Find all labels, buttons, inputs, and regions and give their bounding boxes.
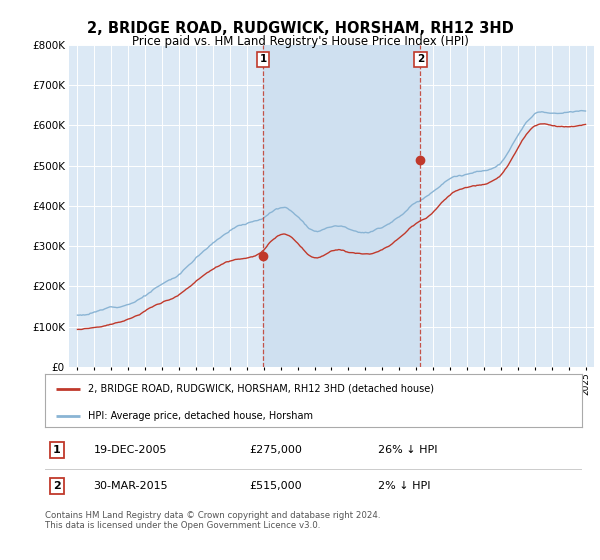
Text: £275,000: £275,000 <box>249 445 302 455</box>
Text: 2% ↓ HPI: 2% ↓ HPI <box>378 480 430 491</box>
Bar <box>263 45 421 367</box>
Text: 2, BRIDGE ROAD, RUDGWICK, HORSHAM, RH12 3HD: 2, BRIDGE ROAD, RUDGWICK, HORSHAM, RH12 … <box>86 21 514 36</box>
Text: 19-DEC-2005: 19-DEC-2005 <box>94 445 167 455</box>
Text: 1: 1 <box>260 54 267 64</box>
Text: 2, BRIDGE ROAD, RUDGWICK, HORSHAM, RH12 3HD (detached house): 2, BRIDGE ROAD, RUDGWICK, HORSHAM, RH12 … <box>88 384 434 394</box>
Text: 2: 2 <box>417 54 424 64</box>
Text: Price paid vs. HM Land Registry's House Price Index (HPI): Price paid vs. HM Land Registry's House … <box>131 35 469 48</box>
Text: 1: 1 <box>53 445 61 455</box>
Text: Contains HM Land Registry data © Crown copyright and database right 2024.
This d: Contains HM Land Registry data © Crown c… <box>45 511 380 530</box>
Text: £515,000: £515,000 <box>249 480 302 491</box>
Text: 2: 2 <box>53 480 61 491</box>
Text: 30-MAR-2015: 30-MAR-2015 <box>94 480 168 491</box>
Text: 26% ↓ HPI: 26% ↓ HPI <box>378 445 437 455</box>
Text: HPI: Average price, detached house, Horsham: HPI: Average price, detached house, Hors… <box>88 410 313 421</box>
